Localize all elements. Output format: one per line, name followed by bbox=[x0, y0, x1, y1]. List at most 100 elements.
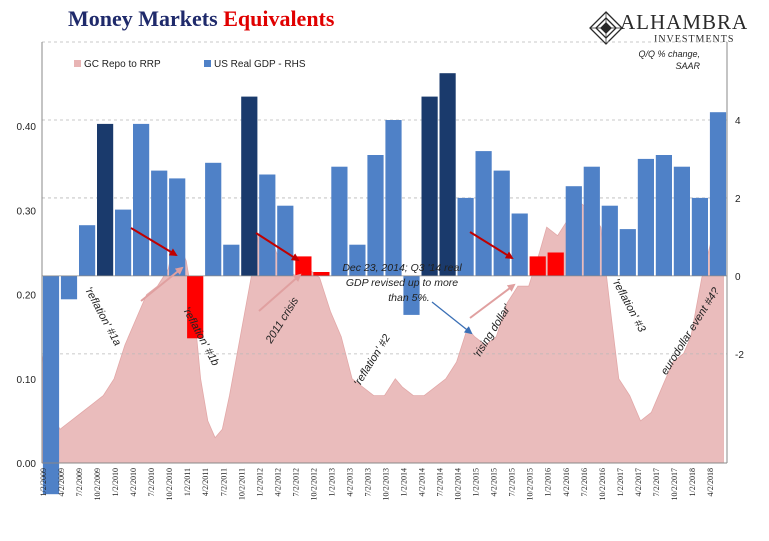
gdp-bar bbox=[493, 170, 510, 276]
red-arrow-2 bbox=[469, 231, 514, 260]
gdp-bar bbox=[439, 73, 456, 276]
title-part1: Money Markets bbox=[68, 6, 218, 31]
x-tick-label: 7/2/2013 bbox=[363, 468, 372, 496]
x-tick-label: 10/2/2009 bbox=[93, 468, 102, 500]
x-tick-label: 7/2/2017 bbox=[652, 468, 661, 496]
gdp-bar bbox=[421, 96, 438, 276]
left-tick-label: 0.10 bbox=[17, 375, 37, 386]
pink-arrow-1 bbox=[258, 273, 302, 312]
legend-swatch-1 bbox=[204, 60, 211, 67]
x-tick-label: 1/2/2016 bbox=[544, 468, 553, 496]
x-tick-label: 1/2/2011 bbox=[183, 468, 192, 496]
pink-arrow-2 bbox=[469, 283, 516, 319]
gdp-bar bbox=[511, 213, 528, 276]
gdp-bar bbox=[565, 186, 582, 276]
callout-arrow bbox=[431, 301, 473, 335]
x-tick-label: 1/2/2018 bbox=[688, 468, 697, 496]
x-tick-label: 7/2/2014 bbox=[436, 468, 445, 496]
logo-name: ALHAMBRA bbox=[620, 10, 749, 34]
red-arrow-1 bbox=[255, 232, 300, 262]
legend-swatch-0 bbox=[74, 60, 81, 67]
gdp-bar bbox=[331, 166, 348, 276]
gdp-bar bbox=[79, 225, 96, 276]
right-tick-label: 0 bbox=[735, 272, 741, 283]
gdp-bar bbox=[169, 178, 186, 276]
right-tick-label: -2 bbox=[735, 350, 744, 361]
logo-sub: INVESTMENTS bbox=[654, 34, 735, 45]
callout-line-1: GDP revised up to more bbox=[346, 277, 458, 289]
annotation-3: 'reflation' #2 bbox=[352, 332, 393, 388]
left-tick-label: 0.40 bbox=[17, 122, 37, 133]
annotation-5: 'reflation' #3 bbox=[610, 277, 649, 335]
x-tick-label: 7/2/2015 bbox=[508, 468, 517, 496]
gdp-bar bbox=[42, 275, 60, 495]
gdp-bar bbox=[529, 256, 546, 276]
left-tick-label: 0.00 bbox=[17, 459, 37, 470]
rhs-note-line1: Q/Q % change, bbox=[638, 49, 700, 59]
gdp-bar bbox=[547, 252, 564, 276]
gdp-bar bbox=[709, 112, 727, 276]
legend-label-1: US Real GDP - RHS bbox=[214, 59, 306, 70]
x-tick-label: 1/2/2017 bbox=[616, 468, 625, 496]
x-tick-label: 10/2/2010 bbox=[165, 468, 174, 500]
x-tick-label: 10/2/2015 bbox=[526, 468, 535, 500]
x-tick-label: 4/2/2010 bbox=[129, 468, 138, 496]
gdp-bar bbox=[637, 158, 654, 276]
x-tick-label: 7/2/2009 bbox=[75, 468, 84, 496]
right-tick-label: 4 bbox=[735, 116, 741, 127]
gdp-bar bbox=[655, 155, 672, 276]
right-tick-label: 2 bbox=[735, 194, 741, 205]
annotation-0: 'reflation' #1a bbox=[82, 285, 123, 348]
x-tick-label: 7/2/2011 bbox=[219, 468, 228, 496]
x-tick-label: 10/2/2017 bbox=[670, 468, 679, 500]
gdp-bar bbox=[475, 151, 492, 276]
gdp-bar bbox=[691, 197, 708, 276]
callout-line-2: than 5%. bbox=[388, 292, 429, 304]
x-tick-label: 4/2/2016 bbox=[562, 468, 571, 496]
x-tick-label: 4/2/2018 bbox=[706, 468, 715, 496]
gdp-bar bbox=[241, 96, 258, 276]
red-arrow-0 bbox=[130, 227, 178, 257]
title-part2: Equivalents bbox=[223, 6, 335, 31]
pink-arrow-0 bbox=[140, 266, 184, 302]
x-tick-label: 4/2/2015 bbox=[490, 468, 499, 496]
gdp-bar bbox=[259, 174, 276, 276]
x-tick-label: 1/2/2015 bbox=[472, 468, 481, 496]
x-tick-label: 10/2/2013 bbox=[382, 468, 391, 500]
x-tick-label: 1/2/2009 bbox=[39, 468, 48, 496]
x-tick-label: 10/2/2011 bbox=[237, 468, 246, 500]
x-tick-label: 1/2/2012 bbox=[255, 468, 264, 496]
gdp-bar bbox=[60, 275, 78, 300]
page-title: Money Markets Equivalents bbox=[68, 6, 334, 32]
x-tick-label: 7/2/2010 bbox=[147, 468, 156, 496]
left-tick-label: 0.30 bbox=[17, 206, 37, 217]
rhs-note-line2: SAAR bbox=[675, 61, 700, 71]
gdp-bar bbox=[385, 120, 402, 276]
gdp-bar bbox=[277, 205, 294, 276]
x-tick-label: 1/2/2014 bbox=[400, 468, 409, 496]
x-tick-label: 1/2/2013 bbox=[327, 468, 336, 496]
gdp-bar bbox=[133, 123, 150, 276]
x-tick-label: 4/2/2011 bbox=[201, 468, 210, 496]
x-tick-label: 10/2/2012 bbox=[309, 468, 318, 500]
legend-label-0: GC Repo to RRP bbox=[84, 59, 161, 70]
gdp-bar bbox=[223, 244, 240, 276]
gdp-bar bbox=[295, 256, 312, 276]
x-tick-label: 4/2/2013 bbox=[345, 468, 354, 496]
gdp-bar bbox=[673, 166, 690, 276]
gdp-bar bbox=[151, 170, 168, 276]
x-tick-label: 4/2/2017 bbox=[634, 468, 643, 496]
gdp-bar bbox=[349, 244, 366, 276]
gdp-bar bbox=[403, 275, 420, 315]
gdp-bar bbox=[601, 205, 618, 276]
x-tick-label: 4/2/2014 bbox=[418, 468, 427, 496]
gdp-bar bbox=[583, 166, 600, 276]
x-tick-label: 10/2/2016 bbox=[598, 468, 607, 500]
alhambra-diamond-icon bbox=[589, 11, 623, 45]
x-tick-label: 4/2/2009 bbox=[57, 468, 66, 496]
gdp-bar bbox=[619, 229, 636, 276]
callout-line-0: Dec 23, 2014; Q3 '14 real bbox=[342, 262, 462, 274]
gdp-bar bbox=[187, 275, 204, 339]
x-tick-label: 1/2/2010 bbox=[111, 468, 120, 496]
